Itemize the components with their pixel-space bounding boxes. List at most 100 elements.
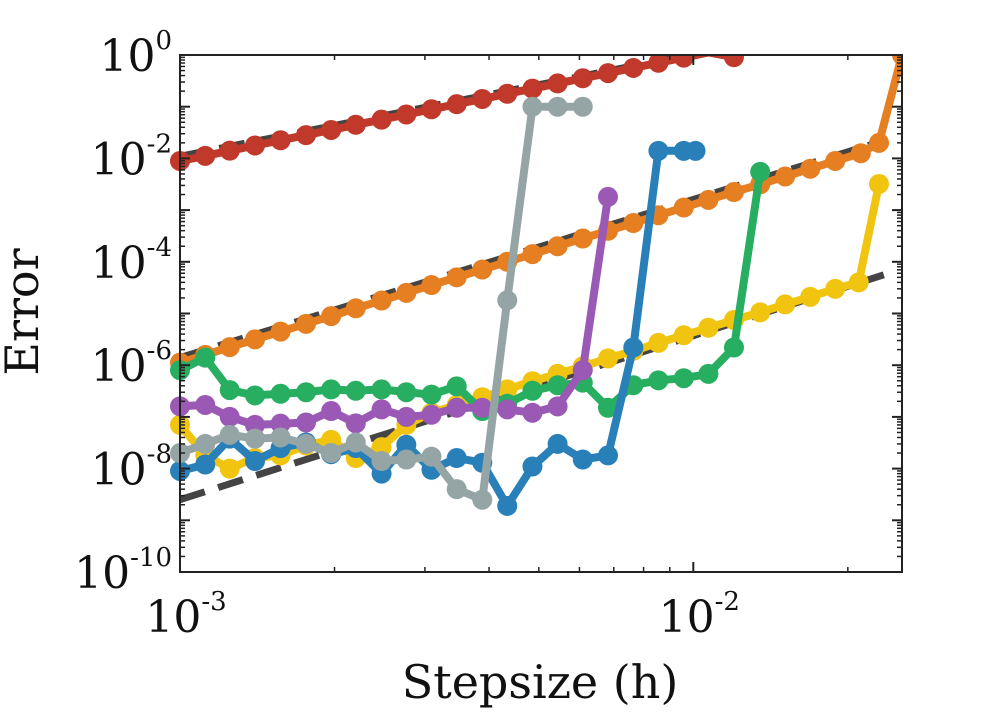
data-point-orange [868, 132, 889, 153]
data-point-gray [371, 451, 392, 472]
data-point-gray [497, 290, 518, 311]
data-point-green [321, 379, 342, 400]
x-axis-title: Stepsize (h) [402, 655, 679, 709]
data-point-orange [673, 197, 694, 218]
data-point-red [195, 145, 216, 166]
data-point-purple [396, 406, 417, 427]
data-point-gray [345, 432, 366, 453]
data-point-green [648, 370, 669, 391]
data-point-yellow [648, 332, 669, 353]
data-point-yellow [497, 379, 518, 400]
data-point-green [698, 363, 719, 384]
data-point-blue [685, 140, 706, 161]
data-point-green [446, 376, 467, 397]
data-point-purple [296, 412, 317, 433]
data-point-orange [547, 236, 568, 257]
data-point-gray [446, 479, 467, 500]
data-point-purple [270, 413, 291, 434]
data-point-purple [195, 394, 216, 415]
data-point-blue [547, 433, 568, 454]
data-point-purple [446, 397, 467, 418]
data-point-blue [623, 337, 644, 358]
data-point-yellow [825, 278, 846, 299]
series-gray [170, 96, 593, 510]
data-point-blue [522, 456, 543, 477]
data-point-gray [195, 433, 216, 454]
data-point-blue [245, 451, 266, 472]
data-point-red [547, 73, 568, 94]
data-point-red [522, 78, 543, 99]
data-point-red [572, 68, 593, 89]
data-point-yellow [698, 317, 719, 338]
data-point-green [396, 382, 417, 403]
data-point-yellow [597, 348, 618, 369]
data-point-purple [321, 401, 342, 422]
data-point-purple [245, 414, 266, 435]
data-point-gray [421, 446, 442, 467]
data-point-orange [623, 213, 644, 234]
y-tick-label: 10-2 [91, 129, 172, 185]
data-point-red [345, 114, 366, 135]
data-point-green [270, 383, 291, 404]
data-point-red [472, 88, 493, 109]
data-point-purple [547, 396, 568, 417]
data-point-red [396, 104, 417, 125]
data-point-orange [296, 313, 317, 334]
y-tick-label: 10-8 [91, 440, 172, 496]
data-point-red [219, 140, 240, 161]
y-tick-label: 100 [99, 26, 172, 82]
data-point-green [750, 161, 771, 182]
top-mask [178, 0, 997, 55]
data-point-red [623, 57, 644, 78]
data-point-purple [522, 402, 543, 423]
right-mask [903, 55, 997, 572]
data-point-yellow [371, 437, 392, 458]
y-tick-label: 10-4 [91, 233, 172, 289]
series-line-blue [176, 146, 700, 510]
axes: 10-10 10-8 10-6 10-4 10-2 100 10-3 10-2 [74, 0, 997, 643]
data-point-blue [572, 449, 593, 470]
data-point-purple [219, 406, 240, 427]
x-tick-label: 10-3 [145, 587, 226, 643]
data-point-blue [396, 434, 417, 455]
data-point-orange [270, 321, 291, 342]
y-axis-title: Error [0, 248, 49, 375]
data-point-red [245, 135, 266, 156]
data-point-green [371, 379, 392, 400]
data-point-gray [547, 96, 568, 117]
data-point-orange [775, 166, 796, 187]
data-point-red [321, 119, 342, 140]
data-point-gray [245, 428, 266, 449]
data-point-yellow [848, 272, 869, 293]
data-point-red [296, 125, 317, 146]
x-tick-label: 10-2 [659, 587, 740, 643]
data-point-blue [648, 140, 669, 161]
data-point-gray [396, 449, 417, 470]
data-point-gray [270, 427, 291, 448]
data-point-yellow [750, 302, 771, 323]
data-point-purple [345, 413, 366, 434]
data-point-orange [698, 189, 719, 210]
data-point-gray [572, 96, 593, 117]
data-point-purple [497, 399, 518, 420]
data-point-orange [421, 275, 442, 296]
data-point-red [597, 63, 618, 84]
data-point-orange [245, 329, 266, 350]
data-point-orange [321, 306, 342, 327]
data-point-green [195, 347, 216, 368]
data-point-yellow [673, 325, 694, 346]
data-point-green [673, 368, 694, 389]
data-point-green [219, 380, 240, 401]
data-point-purple [421, 404, 442, 425]
data-point-orange [219, 337, 240, 358]
series-green [170, 161, 771, 422]
data-point-red [446, 94, 467, 115]
data-point-green [345, 380, 366, 401]
plot-background [180, 55, 902, 572]
data-point-yellow [219, 458, 240, 479]
data-point-purple [371, 399, 392, 420]
data-point-red [270, 130, 291, 151]
y-tick-label: 10-6 [91, 336, 172, 392]
data-point-red [421, 99, 442, 120]
data-point-green [296, 382, 317, 403]
